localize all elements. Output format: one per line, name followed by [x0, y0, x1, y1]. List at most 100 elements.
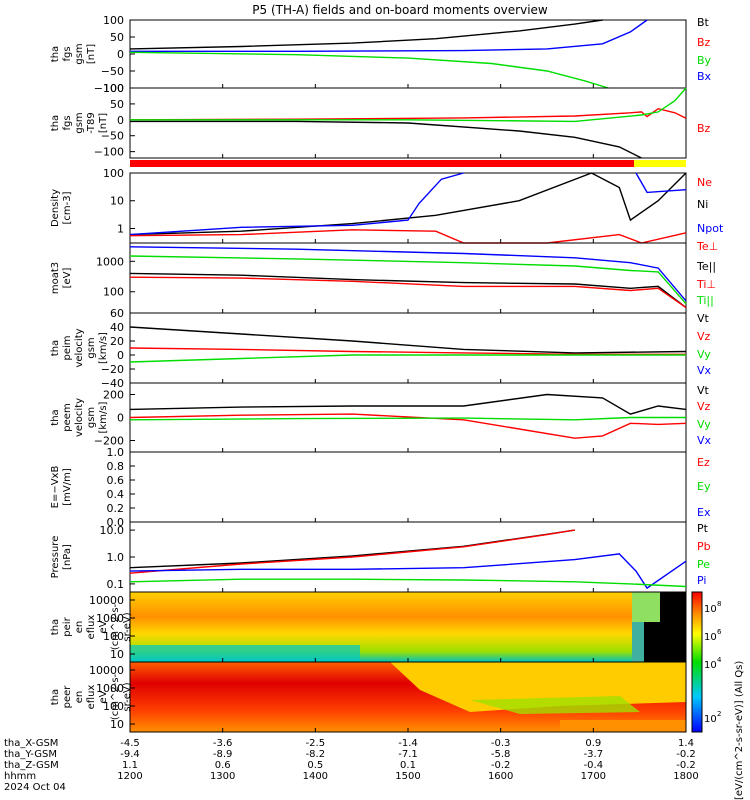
y-tick-label: 0	[117, 412, 124, 425]
ephemeris-value: 1700	[581, 771, 606, 782]
legend-item: Vx	[697, 434, 712, 447]
series-line-Pe	[129, 578, 687, 588]
ephemeris-value: 0.5	[307, 760, 323, 771]
series-line-Ti⊥	[129, 255, 687, 305]
panel-10: 10000 1000 100 10 tha peer en eflux eV (cm^2-s-sr…	[50, 661, 687, 733]
colorbar: 10 8 10 6 10 4 10 2 [eV/(cm^2-s-sr-eV)] …	[691, 591, 745, 800]
colorbar-exponent: 2	[717, 710, 721, 718]
y-axis-label: (cm^2-s-	[110, 673, 121, 720]
legend-item: Te||	[696, 260, 716, 273]
ephemeris-value: -0.4	[584, 760, 604, 771]
y-axis-label: (cm^2-s-	[110, 603, 121, 650]
y-tick-label: 0.4	[107, 488, 125, 501]
legend-item: Pt	[697, 522, 709, 535]
ephemeris-value: -9.4	[120, 749, 140, 760]
legend-item: Ex	[697, 506, 711, 519]
y-tick-label: 1000	[96, 255, 124, 268]
y-tick-label: 1.0	[107, 446, 125, 459]
y-axis-label: [nPa]	[62, 544, 73, 570]
y-axis-label: [mV/m]	[62, 468, 73, 506]
y-axis-label: en	[74, 621, 85, 634]
ephemeris-value: -8.9	[213, 749, 233, 760]
y-axis-label: peer	[62, 685, 73, 709]
series-line-By	[129, 51, 609, 89]
legend-item: Vt	[697, 384, 710, 397]
legend-item: Te⊥	[696, 240, 718, 253]
series-line-Te||	[129, 272, 687, 309]
legend-item: Vz	[697, 400, 711, 413]
y-tick-label: 1000	[96, 682, 124, 695]
y-axis-label: tha	[50, 115, 61, 131]
ephemeris-label: tha_X-GSM	[4, 738, 58, 749]
series-line-trace	[130, 87, 687, 123]
y-axis-label: peir	[62, 616, 73, 636]
series-line-Vz	[129, 413, 687, 439]
series-line-Vy	[129, 416, 686, 421]
y-axis-label: -T89	[86, 112, 97, 134]
legend-item: Bt	[697, 16, 710, 29]
series-line-Pt	[129, 529, 575, 569]
ephemeris-label: tha_Y-GSM	[4, 749, 57, 760]
series-line-Npot	[129, 172, 464, 236]
y-tick-label: 100	[103, 286, 124, 299]
series-line-Ti||	[129, 246, 687, 302]
y-axis-label: eflux	[86, 685, 97, 710]
y-axis-label: fgs	[62, 46, 73, 61]
colorbar-tick: 10	[704, 660, 717, 671]
ephemeris-value: -8.2	[306, 749, 326, 760]
legend-item: Ni	[697, 198, 708, 211]
panel-1: 100 50 0 −50 −100 tha fgs gsm [nT] Bt Bz By Bx	[50, 14, 712, 95]
legend-item: Bx	[697, 70, 712, 83]
y-tick-label: 100	[103, 14, 124, 27]
ephemeris-value: 1600	[488, 771, 513, 782]
y-tick-label: 1	[117, 222, 124, 235]
ephemeris-value: 0.6	[215, 760, 231, 771]
ephemeris-value: -0.2	[676, 749, 696, 760]
y-tick-label: 20	[110, 335, 124, 348]
y-axis-label: eflux	[86, 615, 97, 640]
ephemeris-value: -3.7	[584, 749, 604, 760]
y-axis-label: velocity	[74, 328, 85, 367]
y-tick-label: −50	[101, 130, 124, 143]
y-tick-label: 200	[103, 389, 124, 402]
y-axis-label: sr-eV)	[122, 682, 133, 711]
series-line-Npot	[635, 172, 687, 194]
y-axis-label: sr-eV)	[122, 612, 133, 641]
series-line-Bz	[129, 107, 687, 121]
electron-spectrogram	[130, 662, 686, 732]
colorbar-tick: 10	[704, 714, 717, 725]
y-axis-label: fgs	[62, 115, 73, 130]
ephemeris-value: -2.5	[306, 738, 326, 749]
y-tick-label: 100	[103, 82, 124, 95]
panel-8: 10.0 1.0 0.1 Pressure [nPa] Pt Pb Pe Pi	[50, 521, 711, 593]
y-axis-label: tha	[50, 46, 61, 62]
ephemeris-value: 0.1	[400, 760, 416, 771]
series-line-Vt	[129, 326, 687, 354]
ephemeris-value: 1.1	[122, 760, 138, 771]
panel-6: 200 0 −200 tha peem velocity gsm [km/s] Vt Vz Vy Vx	[50, 382, 712, 453]
legend-item: Ey	[697, 480, 711, 493]
colorbar-label: [eV/(cm^2-s-sr-eV)] (All Qs)	[734, 661, 745, 800]
y-axis-label: gsm	[74, 43, 85, 64]
y-tick-label: 0.6	[107, 474, 125, 487]
y-axis-label: gsm	[86, 407, 97, 428]
colorbar-exponent: 6	[717, 628, 722, 636]
ephemeris-value: 1400	[303, 771, 328, 782]
y-axis-label: tha	[50, 689, 61, 705]
colorbar-exponent: 4	[717, 656, 722, 664]
y-tick-label: 10000	[89, 594, 124, 607]
y-tick-label: −100	[94, 146, 124, 159]
legend-item: Vy	[697, 418, 711, 431]
ephemeris-value: -1.4	[398, 738, 418, 749]
y-tick-label: 100	[103, 700, 124, 713]
y-tick-label: −40	[101, 377, 124, 390]
date-label: 2024 Oct 04	[4, 782, 66, 793]
series-line-Pi	[129, 553, 687, 590]
time-axis: tha_X-GSM -4.5 -3.6 -2.5 -1.4 -0.3 0.9 1.4 tha_Y…	[4, 738, 699, 793]
y-axis-label: [km/s]	[98, 332, 109, 364]
series-line-Vt	[129, 393, 687, 415]
y-axis-label: tha	[50, 409, 61, 425]
panel-frame	[129, 451, 687, 523]
y-tick-label: 0	[117, 48, 124, 61]
y-tick-label: −20	[101, 363, 124, 376]
